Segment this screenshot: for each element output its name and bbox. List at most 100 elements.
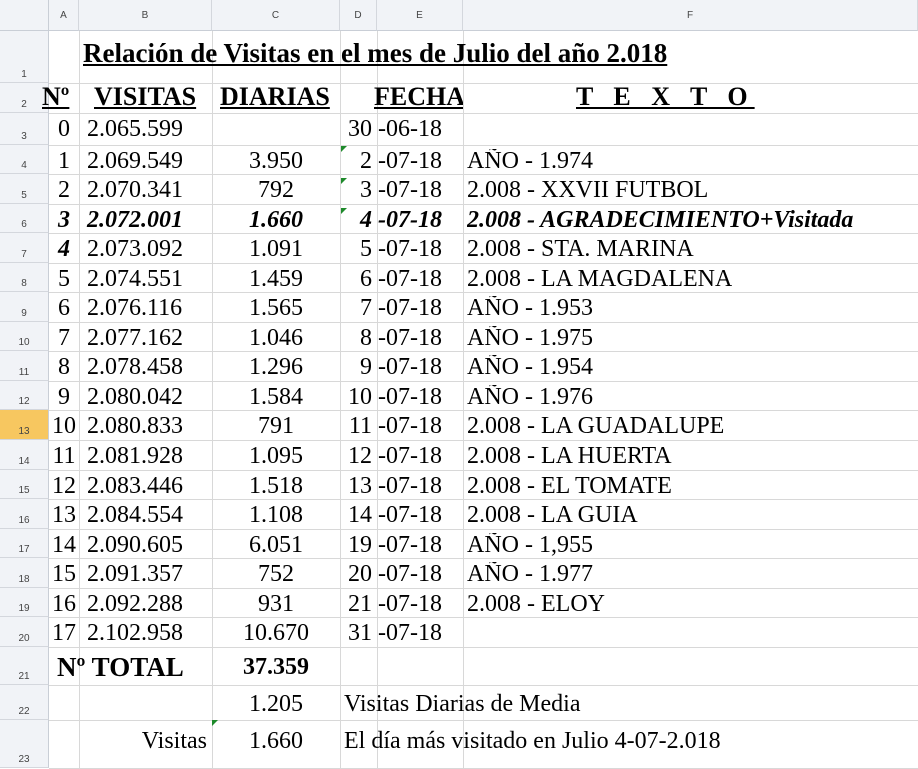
row-header-14[interactable]: 14 [0, 440, 49, 470]
header-n[interactable]: Nº [42, 82, 70, 111]
cell-n[interactable]: 0 [58, 116, 70, 142]
header-texto[interactable]: T E X T O [576, 82, 755, 111]
cell-fecha-mes[interactable]: -07-18 [378, 207, 442, 233]
header-visitas[interactable]: VISITAS [94, 82, 197, 111]
row-header-18[interactable]: 18 [0, 558, 49, 588]
header-diarias[interactable]: DIARIAS [220, 82, 330, 111]
cell-visitas[interactable]: 2.072.001 [87, 207, 183, 233]
row-header-11[interactable]: 11 [0, 351, 49, 381]
cell-diarias[interactable]: 1.091 [249, 236, 303, 262]
cell-fecha-dia[interactable]: 10 [348, 384, 372, 410]
cell-texto[interactable]: AÑO - 1,955 [467, 533, 593, 557]
cell-fecha-mes[interactable]: -07-18 [378, 266, 442, 292]
cell-texto[interactable]: AÑO - 1.954 [467, 355, 593, 379]
row-header-2[interactable]: 2 [0, 83, 49, 113]
cell-visitas[interactable]: 2.076.116 [87, 295, 183, 321]
cell-diarias[interactable]: 3.950 [249, 148, 303, 174]
cell-texto[interactable]: AÑO - 1.977 [467, 562, 593, 586]
cell-diarias[interactable]: 1.046 [249, 325, 303, 351]
cell-fecha-dia[interactable]: 21 [348, 591, 372, 617]
cell-fecha-dia[interactable]: 31 [348, 620, 372, 646]
cell-fecha-mes[interactable]: -07-18 [378, 354, 442, 380]
cell-fecha-dia[interactable]: 9 [360, 354, 372, 380]
cell-visitas[interactable]: 2.080.833 [87, 413, 183, 439]
cell-diarias[interactable]: 792 [258, 177, 294, 203]
cell-n[interactable]: 9 [58, 384, 70, 410]
cell-texto[interactable]: AÑO - 1.975 [467, 326, 593, 350]
cell-n[interactable]: 11 [52, 443, 76, 469]
row-header-1[interactable]: 1 [0, 31, 49, 83]
cell-visitas[interactable]: 2.078.458 [87, 354, 183, 380]
cell-n[interactable]: 15 [52, 561, 76, 587]
cell-fecha-dia[interactable]: 5 [360, 236, 372, 262]
row-header-15[interactable]: 15 [0, 470, 49, 499]
header-fecha[interactable]: FECHA [374, 84, 463, 110]
cell-diarias[interactable]: 6.051 [249, 532, 303, 558]
cell-visitas[interactable]: 2.077.162 [87, 325, 183, 351]
row-header-10[interactable]: 10 [0, 322, 49, 351]
cell-n[interactable]: 3 [58, 207, 70, 233]
comment-indicator[interactable] [341, 178, 347, 184]
cell-diarias[interactable]: 1.660 [249, 207, 303, 233]
cell-fecha-dia[interactable]: 6 [360, 266, 372, 292]
cell-diarias[interactable]: 1.565 [249, 295, 303, 321]
cell-n[interactable]: 6 [58, 295, 70, 321]
cell-diarias[interactable]: 1.296 [249, 354, 303, 380]
cell-fecha-mes[interactable]: -07-18 [378, 473, 442, 499]
cell-fecha-mes[interactable]: -07-18 [378, 561, 442, 587]
cell-texto[interactable]: AÑO - 1.974 [467, 149, 593, 173]
media-label[interactable]: Visitas Diarias de Media [344, 691, 581, 717]
max-value[interactable]: 1.660 [249, 728, 303, 754]
row-header-13[interactable]: 13 [0, 410, 49, 440]
cell-fecha-dia[interactable]: 20 [348, 561, 372, 587]
cell-visitas[interactable]: 2.065.599 [87, 116, 183, 142]
cell-fecha-dia[interactable]: 14 [348, 502, 372, 528]
cell-texto[interactable]: 2.008 - LA GUIA [467, 503, 638, 527]
cell-texto[interactable]: 2.008 - LA GUADALUPE [467, 414, 725, 438]
column-header-f[interactable]: F [463, 0, 918, 31]
cell-diarias[interactable]: 1.095 [249, 443, 303, 469]
cell-visitas[interactable]: 2.084.554 [87, 502, 183, 528]
cell-n[interactable]: 2 [58, 177, 70, 203]
row-header-8[interactable]: 8 [0, 263, 49, 292]
row-header-4[interactable]: 4 [0, 145, 49, 174]
cell-visitas[interactable]: 2.074.551 [87, 266, 183, 292]
row-header-23[interactable]: 23 [0, 720, 49, 768]
cell-visitas[interactable]: 2.102.958 [87, 620, 183, 646]
cell-visitas[interactable]: 2.070.341 [87, 177, 183, 203]
cell-fecha-mes[interactable]: -07-18 [378, 532, 442, 558]
cell-n[interactable]: 12 [52, 473, 76, 499]
cell-n[interactable]: 13 [52, 502, 76, 528]
cell-fecha-mes[interactable]: -07-18 [378, 177, 442, 203]
cell-visitas[interactable]: 2.081.928 [87, 443, 183, 469]
cell-texto[interactable]: 2.008 - ELOY [467, 592, 605, 616]
cell-fecha-mes[interactable]: -06-18 [378, 116, 442, 142]
cell-fecha-dia[interactable]: 30 [348, 116, 372, 142]
cell-visitas[interactable]: 2.091.357 [87, 561, 183, 587]
row-header-9[interactable]: 9 [0, 292, 49, 322]
cell-fecha-mes[interactable]: -07-18 [378, 443, 442, 469]
total-value[interactable]: 37.359 [243, 654, 309, 680]
cell-texto[interactable]: 2.008 - EL TOMATE [467, 474, 672, 498]
cell-texto[interactable]: 2.008 - LA HUERTA [467, 444, 672, 468]
cell-fecha-dia[interactable]: 7 [360, 295, 372, 321]
cell-visitas[interactable]: 2.083.446 [87, 473, 183, 499]
cell-visitas[interactable]: 2.073.092 [87, 236, 183, 262]
cell-visitas[interactable]: 2.090.605 [87, 532, 183, 558]
cell-fecha-mes[interactable]: -07-18 [378, 591, 442, 617]
cell-n[interactable]: 8 [58, 354, 70, 380]
cell-n[interactable]: 1 [58, 148, 70, 174]
cell-n[interactable]: 10 [52, 413, 76, 439]
cell-fecha-mes[interactable]: -07-18 [378, 236, 442, 262]
column-header-b[interactable]: B [79, 0, 212, 31]
row-header-6[interactable]: 6 [0, 204, 49, 233]
cell-n[interactable]: 4 [58, 236, 70, 262]
cell-n[interactable]: 5 [58, 266, 70, 292]
cell-fecha-dia[interactable]: 2 [360, 148, 372, 174]
cell-diarias[interactable]: 931 [258, 591, 294, 617]
row-header-7[interactable]: 7 [0, 233, 49, 263]
row-header-17[interactable]: 17 [0, 529, 49, 558]
max-label[interactable]: Visitas [141, 728, 207, 754]
cell-fecha-dia[interactable]: 3 [360, 177, 372, 203]
cell-fecha-mes[interactable]: -07-18 [378, 325, 442, 351]
